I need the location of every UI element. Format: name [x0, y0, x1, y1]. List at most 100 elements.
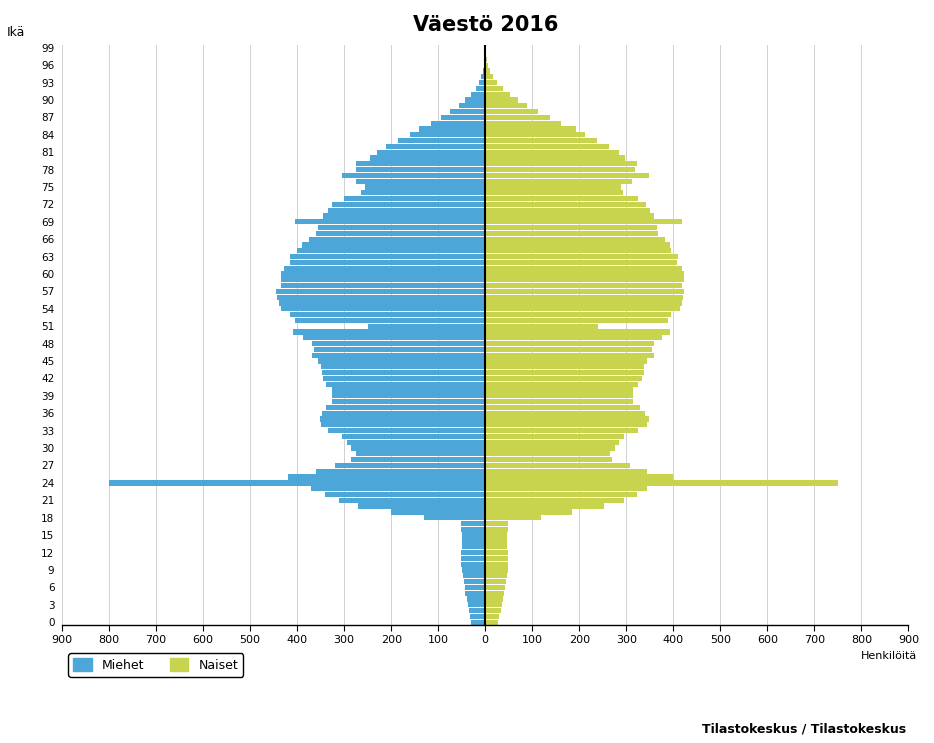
Bar: [486, 62, 488, 68]
Bar: [441, 115, 486, 120]
Bar: [109, 480, 486, 485]
Bar: [279, 300, 486, 305]
Bar: [486, 248, 672, 253]
Bar: [486, 562, 508, 567]
Bar: [345, 196, 486, 201]
Bar: [486, 254, 678, 259]
Bar: [468, 602, 486, 607]
Bar: [486, 312, 672, 317]
Bar: [347, 440, 486, 445]
Bar: [486, 591, 504, 596]
Bar: [290, 254, 486, 259]
Bar: [467, 597, 486, 602]
Bar: [469, 608, 486, 613]
Bar: [486, 138, 597, 143]
Bar: [312, 353, 486, 358]
Bar: [320, 364, 486, 369]
Bar: [486, 347, 652, 352]
Bar: [483, 68, 486, 74]
Bar: [486, 428, 638, 433]
Bar: [486, 68, 490, 74]
Legend: Miehet, Naiset: Miehet, Naiset: [68, 653, 243, 677]
Bar: [486, 80, 498, 85]
Bar: [479, 80, 486, 85]
Bar: [311, 486, 486, 491]
Bar: [281, 277, 486, 282]
Bar: [486, 538, 507, 544]
Bar: [486, 306, 680, 311]
Bar: [486, 446, 615, 451]
Bar: [316, 231, 486, 236]
Title: Väestö 2016: Väestö 2016: [413, 15, 558, 35]
Bar: [486, 219, 682, 224]
Bar: [486, 184, 621, 189]
Bar: [486, 335, 661, 340]
Bar: [486, 213, 654, 218]
Text: Henkilöitä: Henkilöitä: [860, 651, 917, 661]
Bar: [486, 266, 682, 271]
Bar: [461, 538, 486, 544]
Bar: [391, 509, 486, 514]
Bar: [328, 428, 486, 433]
Bar: [281, 283, 486, 288]
Bar: [295, 219, 486, 224]
Bar: [486, 271, 684, 276]
Bar: [370, 155, 486, 160]
Bar: [461, 550, 486, 555]
Bar: [486, 469, 647, 474]
Bar: [486, 405, 641, 410]
Bar: [486, 109, 538, 114]
Bar: [486, 527, 508, 532]
Bar: [312, 341, 486, 346]
Bar: [333, 399, 486, 404]
Bar: [486, 277, 684, 282]
Bar: [486, 260, 677, 265]
Bar: [486, 341, 654, 346]
Bar: [333, 202, 486, 207]
Text: Ikä: Ikä: [7, 26, 25, 39]
Bar: [465, 591, 486, 596]
Bar: [486, 318, 668, 323]
Bar: [486, 329, 670, 334]
Bar: [288, 475, 486, 480]
Bar: [334, 463, 486, 468]
Bar: [470, 614, 486, 619]
Bar: [321, 411, 486, 416]
Bar: [486, 451, 610, 456]
Bar: [486, 370, 644, 375]
Bar: [486, 417, 649, 422]
Bar: [297, 248, 486, 253]
Bar: [486, 509, 573, 514]
Bar: [356, 178, 486, 184]
Bar: [377, 149, 486, 155]
Bar: [486, 579, 506, 584]
Bar: [486, 324, 598, 329]
Bar: [318, 225, 486, 230]
Bar: [471, 91, 486, 97]
Bar: [356, 161, 486, 166]
Bar: [486, 521, 508, 526]
Bar: [461, 544, 486, 549]
Bar: [277, 295, 486, 300]
Bar: [321, 370, 486, 375]
Bar: [486, 382, 638, 387]
Bar: [460, 521, 486, 526]
Bar: [351, 457, 486, 462]
Bar: [486, 556, 508, 561]
Bar: [328, 207, 486, 212]
Bar: [486, 533, 507, 538]
Bar: [486, 120, 561, 126]
Bar: [486, 144, 609, 149]
Bar: [309, 236, 486, 241]
Bar: [486, 56, 487, 62]
Bar: [326, 382, 486, 387]
Bar: [486, 196, 638, 201]
Bar: [361, 190, 486, 195]
Bar: [486, 620, 499, 625]
Bar: [450, 109, 486, 114]
Bar: [486, 85, 503, 91]
Bar: [464, 585, 486, 590]
Bar: [485, 56, 486, 62]
Bar: [410, 132, 486, 137]
Bar: [351, 446, 486, 451]
